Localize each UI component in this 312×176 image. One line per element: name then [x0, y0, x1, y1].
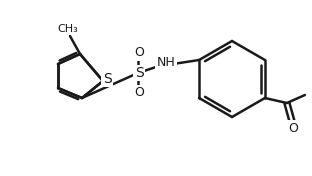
Text: NH: NH — [157, 55, 175, 68]
Text: S: S — [134, 66, 144, 80]
Text: O: O — [134, 46, 144, 59]
Text: S: S — [103, 72, 111, 86]
Text: O: O — [134, 86, 144, 99]
Text: O: O — [288, 121, 298, 134]
Text: CH₃: CH₃ — [58, 24, 78, 34]
